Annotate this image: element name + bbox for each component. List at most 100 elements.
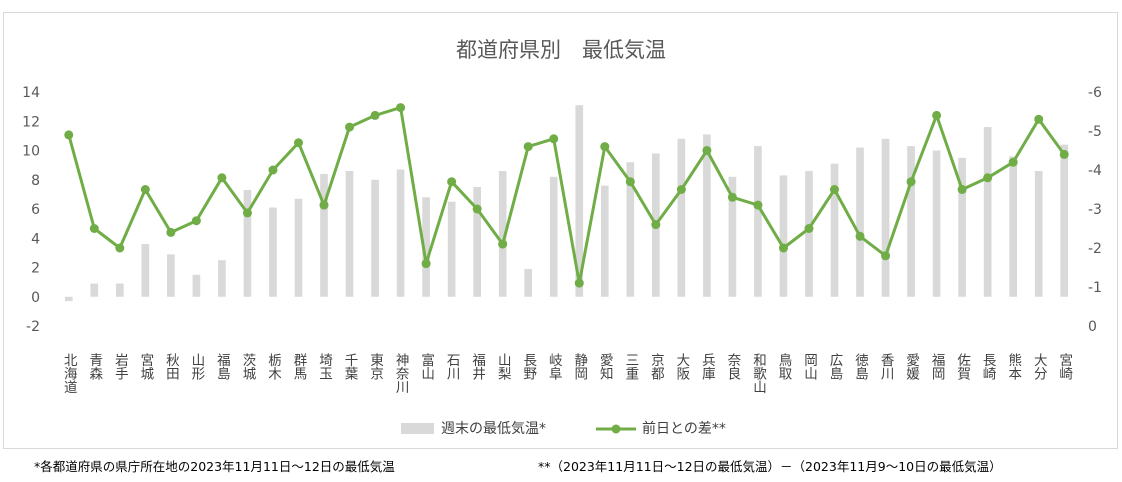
bar xyxy=(90,283,99,297)
series-line xyxy=(67,106,1066,285)
bar xyxy=(600,185,609,297)
footnote-left: *各都道府県の県庁所在地の2023年11月11日～12日の最低気温 xyxy=(34,459,395,474)
y-left-tick-label: 10 xyxy=(22,144,40,160)
y-right-tick-label: -6 xyxy=(1088,85,1102,101)
y-right-tick-label: 0 xyxy=(1088,319,1097,335)
bar xyxy=(422,197,430,297)
x-tick-label: 佐賀 xyxy=(954,353,971,381)
y-right-tick-label: -2 xyxy=(1088,241,1102,257)
bar xyxy=(294,198,303,297)
x-tick-label: 秋田 xyxy=(163,353,180,381)
line-point xyxy=(242,208,252,218)
y-left-tick-label: 8 xyxy=(31,173,40,189)
bar xyxy=(779,175,788,297)
legend-bar-label: 週末の最低気温* xyxy=(441,421,546,437)
x-tick-label: 兵庫 xyxy=(699,353,716,381)
x-tick-label: 山梨 xyxy=(495,353,512,381)
x-tick-label: 長野 xyxy=(520,353,537,380)
line-point xyxy=(881,251,891,261)
x-tick-label: 岩手 xyxy=(112,353,129,381)
x-tick-label: 岡山 xyxy=(801,353,817,380)
bar xyxy=(473,187,481,297)
bar xyxy=(856,147,864,297)
line-point xyxy=(932,110,942,120)
x-tick-label: 千葉 xyxy=(342,353,359,381)
x-tick-label: 三重 xyxy=(622,353,639,380)
line-point xyxy=(166,227,176,237)
bar xyxy=(269,207,277,297)
y-left-tick-label: 12 xyxy=(22,114,40,130)
x-tick-label: 東京 xyxy=(367,353,384,381)
line-point xyxy=(804,224,814,233)
line-point xyxy=(727,192,737,202)
x-tick-label: 茨城 xyxy=(239,353,256,382)
y-right-tick-label: -4 xyxy=(1088,163,1102,179)
x-tick-label: 埼玉 xyxy=(316,353,333,380)
x-tick-label: 徳島 xyxy=(852,353,869,381)
x-tick-label: 神奈川 xyxy=(393,353,410,394)
x-tick-label: 広島 xyxy=(827,353,844,381)
bar xyxy=(320,173,328,297)
x-tick-label: 長崎 xyxy=(980,353,997,380)
bar xyxy=(728,176,737,297)
bar xyxy=(805,170,813,297)
bar xyxy=(167,254,175,297)
x-tick-label: 岐阜 xyxy=(546,353,563,381)
y-left-tick-label: 0 xyxy=(31,290,40,306)
line-point xyxy=(830,185,840,194)
x-tick-label: 群馬 xyxy=(290,353,307,381)
x-tick-label: 青森 xyxy=(86,353,103,381)
x-tick-label: 栃木 xyxy=(265,353,282,381)
x-tick-label: 和歌山 xyxy=(750,353,767,394)
bar xyxy=(1060,144,1069,297)
x-tick-label: 北海道 xyxy=(61,353,78,395)
x-tick-label: 福岡 xyxy=(929,353,946,381)
bar xyxy=(932,150,941,297)
bar xyxy=(396,169,405,297)
bar xyxy=(881,138,890,297)
line-point xyxy=(855,231,865,241)
legend-line-marker xyxy=(611,424,621,434)
bar xyxy=(447,201,456,297)
line-point xyxy=(600,142,610,152)
bar xyxy=(371,179,379,297)
bar xyxy=(754,146,762,297)
bar xyxy=(549,176,558,297)
line-point xyxy=(396,103,406,113)
y-right-tick-label: -3 xyxy=(1088,202,1102,218)
x-tick-label: 富山 xyxy=(418,352,434,381)
x-tick-label: 石川 xyxy=(444,353,461,380)
line-point xyxy=(319,200,329,210)
line-point xyxy=(778,243,788,253)
x-tick-label: 熊本 xyxy=(1005,353,1022,381)
line-point xyxy=(498,239,508,249)
x-tick-label: 愛知 xyxy=(597,353,614,381)
x-tick-label: 福井 xyxy=(469,353,486,382)
x-tick-label: 宮城 xyxy=(137,353,154,382)
x-tick-label: 山形 xyxy=(188,353,205,381)
x-tick-label: 大阪 xyxy=(673,353,690,381)
y-left-tick-label: 2 xyxy=(31,261,40,277)
bar xyxy=(575,105,584,297)
x-tick-label: 宮崎 xyxy=(1056,353,1073,381)
y-left-tick-label: 4 xyxy=(31,231,40,247)
line-point xyxy=(191,216,201,226)
x-tick-label: 香川 xyxy=(878,353,895,380)
legend-line-label: 前日との差** xyxy=(642,420,726,437)
y-left-tick-label: -2 xyxy=(26,319,40,335)
bar xyxy=(1009,156,1018,297)
bar xyxy=(677,138,686,297)
line-point xyxy=(676,185,686,194)
line-point xyxy=(370,110,380,120)
line-point xyxy=(89,224,99,233)
y-left-tick-label: 14 xyxy=(22,85,40,101)
x-tick-label: 大分 xyxy=(1031,353,1048,382)
line-point xyxy=(1008,157,1018,167)
bar xyxy=(243,189,252,297)
line-point xyxy=(625,177,635,187)
bar xyxy=(907,146,915,297)
legend-bar-swatch xyxy=(401,423,434,434)
line-point xyxy=(64,130,74,140)
line-point xyxy=(549,134,559,144)
bar xyxy=(830,163,839,297)
